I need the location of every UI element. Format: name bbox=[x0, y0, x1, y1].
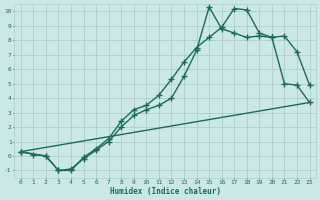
X-axis label: Humidex (Indice chaleur): Humidex (Indice chaleur) bbox=[110, 187, 220, 196]
